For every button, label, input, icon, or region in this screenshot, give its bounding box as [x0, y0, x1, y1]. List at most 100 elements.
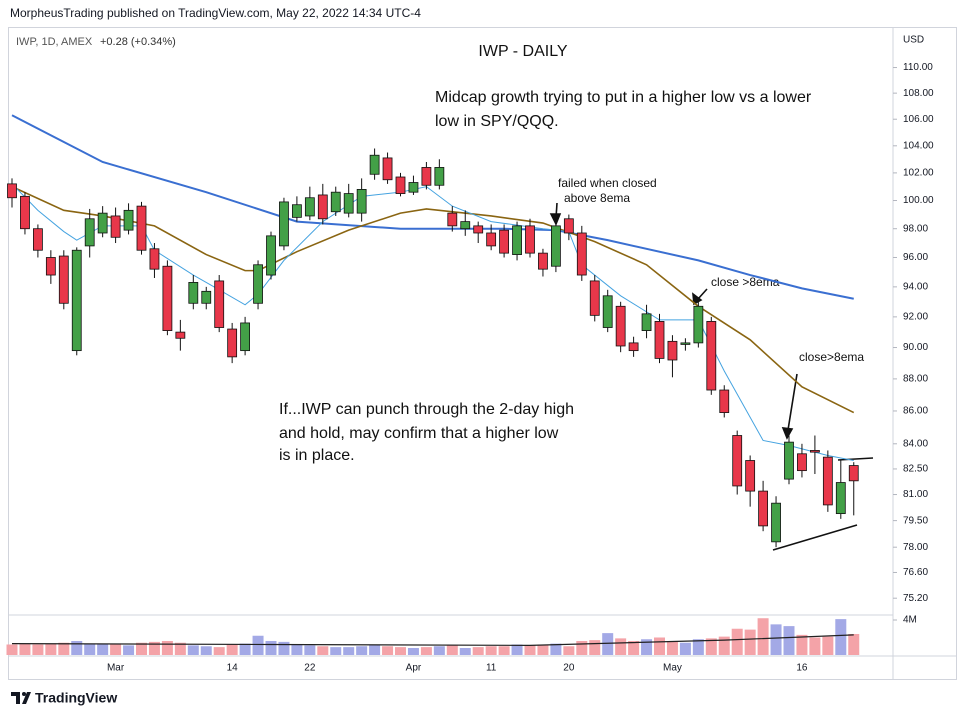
candle-body: [317, 194, 328, 220]
candle-body: [434, 167, 445, 186]
candle-body: [45, 257, 56, 276]
volume-bar: [239, 643, 251, 655]
candle-body: [227, 328, 238, 358]
volume-bar: [161, 640, 173, 655]
candle-body: [641, 313, 652, 331]
candle-body: [175, 331, 186, 339]
volume-bar: [537, 644, 549, 655]
volume-bar: [718, 636, 730, 655]
x-tick-label: Mar: [107, 663, 125, 674]
volume-bar: [407, 647, 419, 655]
candle-body: [822, 456, 833, 506]
arrow-head: [781, 427, 794, 440]
volume-ma: [11, 634, 854, 646]
volume-bar: [472, 647, 484, 655]
brand: TradingView: [35, 690, 117, 706]
candle-body: [382, 157, 393, 181]
candle-body: [356, 189, 367, 214]
candle-body: [602, 295, 613, 328]
volume-bar: [265, 640, 277, 655]
volume-bar: [485, 646, 497, 655]
candle-body: [58, 255, 69, 304]
arrow: [787, 373, 798, 431]
volume-bar: [330, 647, 342, 655]
volume-bar: [731, 628, 743, 655]
candle-body: [615, 305, 626, 347]
candle-body: [33, 228, 43, 251]
y-tick-label: 79.50: [903, 515, 928, 526]
volume-bar: [822, 636, 834, 655]
y-tick-label: 110.00: [903, 62, 933, 73]
volume-bar: [97, 644, 109, 655]
volume-bar: [213, 647, 225, 655]
volume-bar: [511, 644, 523, 655]
candle-body: [576, 232, 587, 276]
volume-bar: [615, 638, 627, 655]
candle-body: [279, 201, 289, 247]
volume-bar: [420, 647, 432, 655]
candle-body: [771, 502, 781, 543]
candle-body: [486, 232, 497, 247]
volume-bar: [679, 642, 691, 655]
volume-bar: [123, 645, 135, 655]
volume-bar: [6, 644, 18, 655]
y-tick-label: 96.00: [903, 252, 928, 263]
volume-bar: [705, 638, 717, 655]
candle-body: [188, 282, 199, 304]
candle-body: [719, 389, 730, 413]
volume-bar: [84, 643, 96, 655]
candle-body: [123, 209, 134, 231]
drawings: [549, 202, 874, 551]
volume-bar: [58, 642, 70, 655]
volume-bar: [576, 640, 588, 655]
volume-bar: [71, 640, 83, 655]
volume-bar: [589, 640, 601, 655]
volume-bar: [226, 644, 238, 655]
y-tick-label: 88.00: [903, 374, 928, 385]
annotation: If...IWP can punch through the 2-day hig…: [279, 401, 574, 418]
volume-bar: [744, 629, 756, 655]
annotation: close >8ema: [711, 275, 780, 289]
candle-body: [304, 197, 315, 217]
y-tick-label: 102.00: [903, 168, 934, 179]
volume-bar: [692, 639, 704, 655]
y-tick-label: 82.50: [903, 464, 928, 475]
annotation: close>8ema: [799, 350, 864, 364]
candle-body: [784, 441, 794, 480]
volume-bar: [148, 641, 160, 655]
y-tick-label: 90.00: [903, 342, 928, 353]
x-tick-label: 16: [796, 663, 808, 674]
volume-bar: [498, 646, 510, 655]
volume-bar: [395, 647, 406, 655]
y-tick-label: 78.00: [903, 542, 928, 553]
logo-dot: [22, 692, 26, 696]
currency: USD: [903, 35, 924, 46]
candle-body: [97, 212, 108, 234]
candle-body: [810, 450, 820, 453]
volume-bar: [783, 626, 795, 655]
frame: [8, 27, 957, 680]
symbol: IWP, 1D, AMEX: [16, 36, 93, 48]
candle-body: [343, 193, 354, 214]
candle-body: [214, 280, 225, 328]
candle-body: [538, 252, 548, 270]
volume-bar: [278, 641, 290, 655]
trend-line: [772, 524, 858, 551]
y-tick-label: 81.00: [903, 489, 928, 500]
candle-body: [408, 182, 419, 193]
y-tick-label: 100.00: [903, 195, 934, 206]
candle-body: [835, 482, 846, 515]
candle-body: [848, 465, 859, 482]
volume-bar: [110, 643, 122, 655]
candle-body: [589, 280, 600, 316]
trend-line: [837, 457, 874, 461]
candle-body: [797, 453, 807, 472]
volume-bar: [433, 646, 445, 655]
candle-body: [758, 490, 768, 527]
candle-body: [563, 218, 574, 234]
candle-body: [421, 167, 432, 186]
volume-bar: [550, 643, 562, 655]
